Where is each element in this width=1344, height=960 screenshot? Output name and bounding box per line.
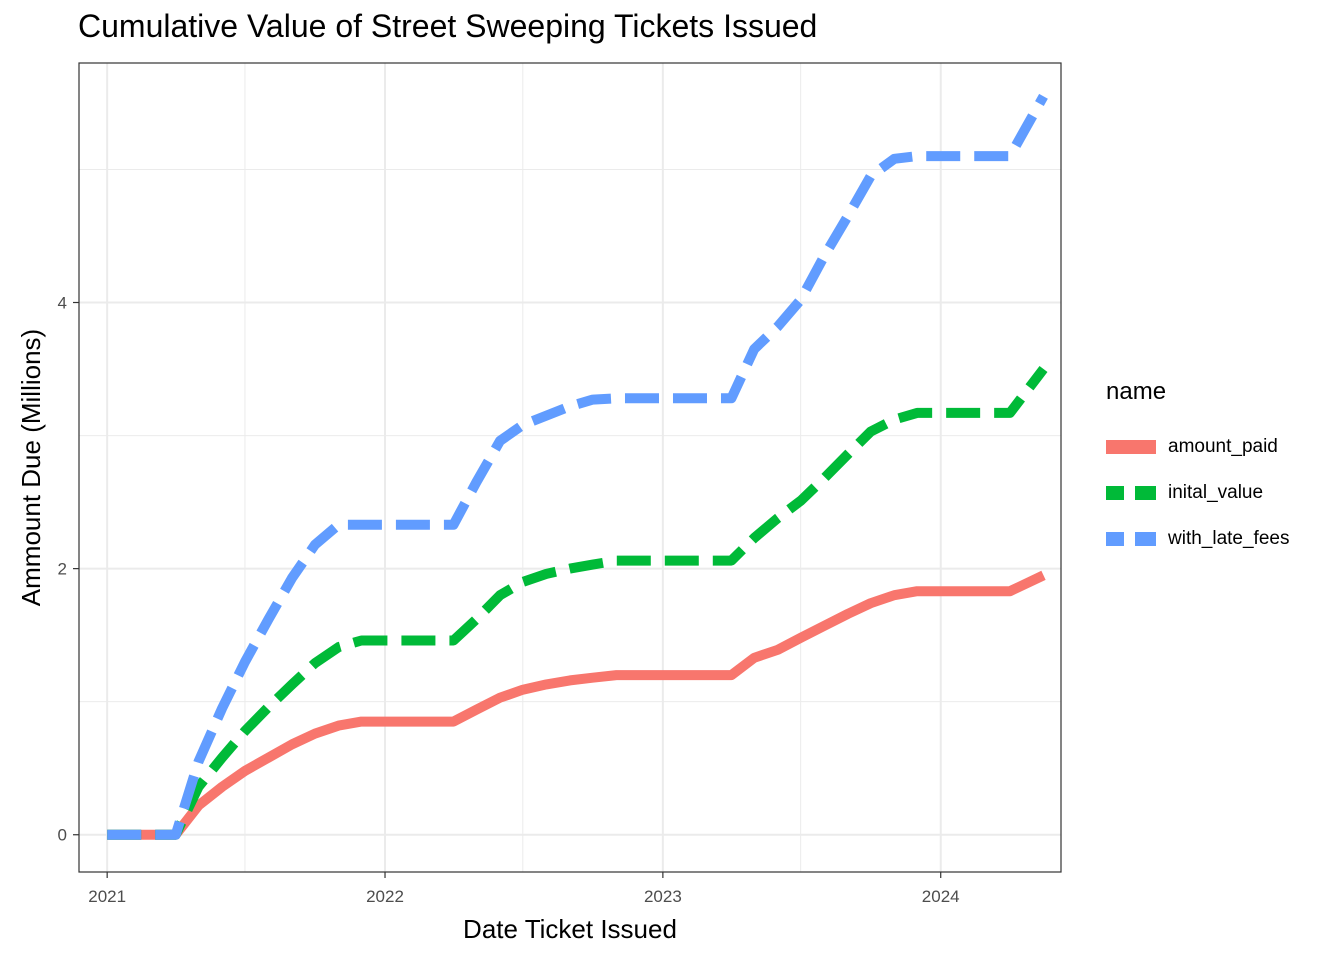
series-line-amount-paid: [107, 570, 1046, 840]
series-lines: [107, 93, 1048, 840]
grid-lines: [79, 63, 1061, 872]
x-tick-label: 2024: [922, 887, 960, 906]
x-tick-label: 2021: [88, 887, 126, 906]
legend-label: amount_paid: [1168, 436, 1278, 457]
y-tick-label: 2: [58, 560, 67, 579]
legend-key: [1106, 532, 1156, 546]
chart-title: Cumulative Value of Street Sweeping Tick…: [78, 8, 818, 44]
legend-label: inital_value: [1168, 482, 1264, 503]
legend-key: [1106, 486, 1156, 500]
legend: name amount_paid inital_value with_late_fe…: [1106, 378, 1331, 562]
series-line-with-late-fees: [107, 93, 1048, 840]
legend-item-inital-value: inital_value: [1106, 470, 1331, 516]
x-tick-label: 2023: [644, 887, 682, 906]
axes: 2021 2022 2023 2024 0 2 4: [58, 294, 960, 906]
legend-label: with_late_fees: [1168, 528, 1290, 549]
y-tick-label: 0: [58, 826, 67, 845]
series-line-inital-value: [107, 365, 1048, 840]
legend-key: [1106, 440, 1156, 454]
legend-item-with-late-fees: with_late_fees: [1106, 516, 1331, 562]
x-tick-label: 2022: [366, 887, 404, 906]
y-tick-label: 4: [58, 294, 67, 313]
legend-item-amount-paid: amount_paid: [1106, 424, 1331, 470]
y-axis-title: Ammount Due (Millions): [16, 329, 46, 606]
legend-title: name: [1106, 378, 1167, 405]
x-axis-title: Date Ticket Issued: [463, 914, 677, 944]
panel-border: [78, 62, 1062, 873]
